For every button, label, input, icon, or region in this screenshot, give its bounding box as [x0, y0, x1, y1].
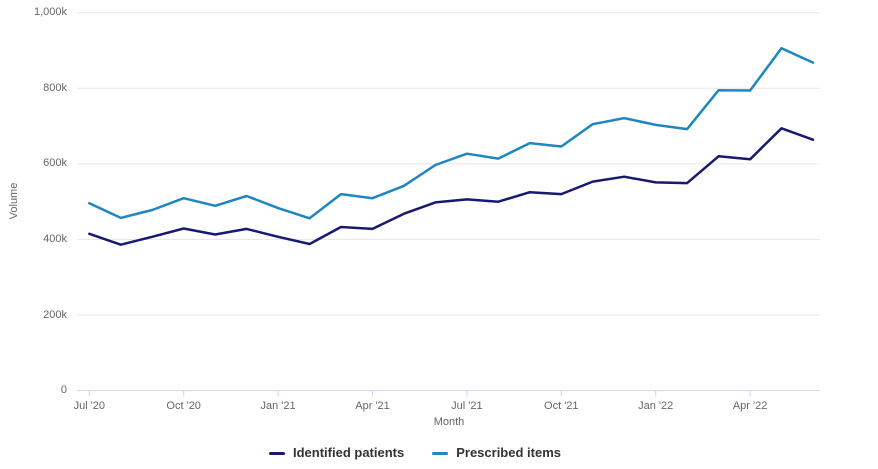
prescribed-items-swatch-icon	[432, 451, 449, 455]
y-axis-tick-label: 600k	[43, 157, 67, 170]
legend-item-identified-patients[interactable]: Identified patients	[268, 445, 405, 460]
y-axis-tick-label: 0	[60, 384, 67, 397]
legend-label: Identified patients	[292, 445, 405, 460]
x-axis-tick-label: Oct '21	[544, 400, 579, 412]
legend-label: Prescribed items	[456, 445, 561, 460]
legend: Identified patients Prescribed items	[0, 446, 854, 460]
series-line-prescribed-items[interactable]	[88, 46, 815, 220]
x-axis-tick-label: Jan '22	[638, 400, 674, 412]
x-axis-title: Month	[433, 416, 465, 428]
plot-area	[77, 12, 820, 397]
y-axis-title: Volume	[8, 182, 20, 220]
legend-item-prescribed-items[interactable]: Prescribed items	[432, 446, 561, 460]
x-axis-tick-label: Jan '21	[260, 400, 296, 412]
x-axis-tick-label: Apr '22	[732, 400, 768, 412]
x-axis-tick-label: Jul '20	[73, 400, 106, 412]
x-axis-tick-label: Apr '21	[355, 400, 390, 412]
x-axis-tick-label: Oct '20	[166, 400, 201, 412]
x-axis-tick-label: Jul '21	[451, 400, 483, 412]
y-axis-tick-label: 800k	[43, 81, 67, 94]
identified-patients-swatch-icon	[268, 451, 285, 455]
y-axis-tick-label: 1,000k	[33, 6, 67, 19]
series-line-identified-patients[interactable]	[88, 127, 815, 246]
y-axis-tick-label: 200k	[43, 308, 67, 321]
y-axis-tick-label: 400k	[43, 232, 67, 245]
